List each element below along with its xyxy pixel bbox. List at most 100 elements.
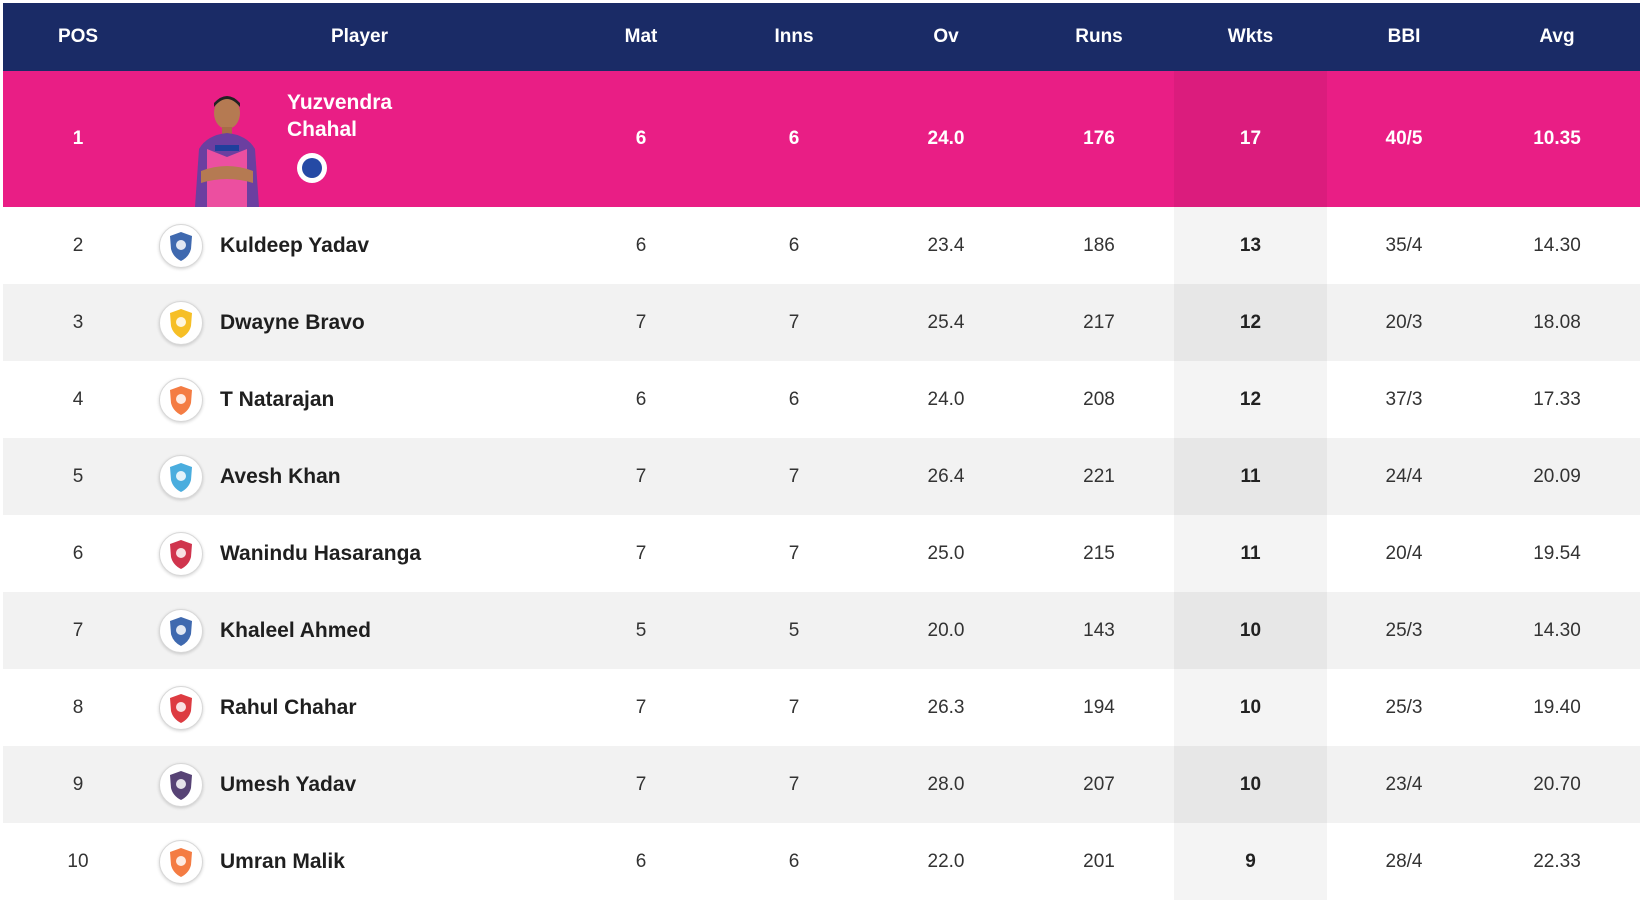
player-cell: Kuldeep Yadav bbox=[153, 207, 566, 284]
row-avg: 17.33 bbox=[1533, 388, 1581, 410]
row-inns: 7 bbox=[788, 311, 800, 333]
row-inns: 5 bbox=[788, 619, 800, 641]
row-ov: 23.4 bbox=[927, 234, 965, 256]
player-name[interactable]: Kuldeep Yadav bbox=[220, 233, 370, 257]
bowling-leaderboard-table: POS Player Mat Inns Ov Runs Wkts BBI Avg… bbox=[3, 3, 1640, 924]
leader-row[interactable]: 1 Yuzvendra Chahal 6 6 24.0 176 17 40/5 … bbox=[3, 71, 1640, 207]
row-runs: 221 bbox=[1083, 465, 1115, 487]
row-inns: 6 bbox=[788, 850, 800, 872]
row-ov: 28.0 bbox=[927, 773, 965, 795]
table-row[interactable]: 5 Avesh Khan 7 7 26.4 221 11 24/4 20.09 bbox=[3, 438, 1640, 515]
row-pos: 5 bbox=[72, 465, 84, 487]
row-mat: 7 bbox=[635, 311, 647, 333]
player-name[interactable]: Umran Malik bbox=[220, 849, 345, 873]
column-header-pos[interactable]: POS bbox=[57, 26, 99, 47]
player-cell: Umesh Yadav bbox=[153, 746, 566, 823]
row-wkts: 13 bbox=[1174, 207, 1327, 284]
row-avg: 19.40 bbox=[1533, 696, 1581, 718]
row-ov: 25.0 bbox=[927, 542, 965, 564]
row-bbi: 25/3 bbox=[1385, 696, 1423, 718]
player-cell: Wanindu Hasaranga bbox=[153, 515, 566, 592]
row-bbi: 37/3 bbox=[1385, 388, 1423, 410]
rajasthan-royals-badge-icon bbox=[297, 153, 327, 183]
row-mat: 6 bbox=[635, 234, 647, 256]
row-wkts: 11 bbox=[1174, 438, 1327, 515]
player-name[interactable]: Avesh Khan bbox=[220, 464, 341, 488]
row-inns: 7 bbox=[788, 465, 800, 487]
row-inns: 6 bbox=[788, 388, 800, 410]
row-mat: 6 bbox=[635, 388, 647, 410]
row-inns: 7 bbox=[788, 542, 800, 564]
row-wkts: 10 bbox=[1174, 592, 1327, 669]
table-row[interactable]: 2 Kuldeep Yadav 6 6 23.4 186 13 35/4 14.30 bbox=[3, 207, 1640, 284]
row-bbi: 25/3 bbox=[1385, 619, 1423, 641]
leader-player-name[interactable]: Yuzvendra Chahal bbox=[287, 91, 393, 141]
column-header-player[interactable]: Player bbox=[330, 26, 389, 47]
table-row[interactable]: 7 Khaleel Ahmed 5 5 20.0 143 10 25/3 14.30 bbox=[3, 592, 1640, 669]
player-name[interactable]: Dwayne Bravo bbox=[220, 310, 365, 334]
row-pos: 4 bbox=[72, 388, 84, 410]
sunrisers-hyderabad-logo-icon bbox=[159, 839, 203, 884]
row-pos: 10 bbox=[67, 850, 89, 872]
row-ov: 20.0 bbox=[927, 619, 965, 641]
row-runs: 215 bbox=[1083, 542, 1115, 564]
table-row[interactable]: 9 Umesh Yadav 7 7 28.0 207 10 23/4 20.70 bbox=[3, 746, 1640, 823]
player-cell: Rahul Chahar bbox=[153, 669, 566, 746]
column-header-inns[interactable]: Inns bbox=[774, 26, 814, 47]
row-wkts: 12 bbox=[1174, 284, 1327, 361]
row-avg: 19.54 bbox=[1533, 542, 1581, 564]
table-row[interactable]: 4 T Natarajan 6 6 24.0 208 12 37/3 17.33 bbox=[3, 361, 1640, 438]
row-bbi: 24/4 bbox=[1385, 465, 1423, 487]
table-row[interactable]: 8 Rahul Chahar 7 7 26.3 194 10 25/3 19.40 bbox=[3, 669, 1640, 746]
player-name[interactable]: T Natarajan bbox=[220, 387, 335, 411]
leader-runs: 176 bbox=[1083, 128, 1115, 149]
row-runs: 201 bbox=[1083, 850, 1115, 872]
row-runs: 186 bbox=[1083, 234, 1115, 256]
leader-mat: 6 bbox=[635, 128, 647, 149]
column-header-ov[interactable]: Ov bbox=[933, 26, 959, 47]
table-row[interactable]: 3 Dwayne Bravo 7 7 25.4 217 12 20/3 18.08 bbox=[3, 284, 1640, 361]
row-ov: 25.4 bbox=[927, 311, 965, 333]
column-header-avg[interactable]: Avg bbox=[1539, 26, 1575, 47]
column-header-bbi[interactable]: BBI bbox=[1387, 26, 1421, 47]
row-bbi: 35/4 bbox=[1385, 234, 1423, 256]
table-row[interactable]: 10 Umran Malik 6 6 22.0 201 9 28/4 22.33 bbox=[3, 823, 1640, 900]
row-bbi: 20/4 bbox=[1385, 542, 1423, 564]
row-inns: 6 bbox=[788, 234, 800, 256]
row-avg: 14.30 bbox=[1533, 234, 1581, 256]
row-wkts: 9 bbox=[1174, 823, 1327, 900]
delhi-capitals-logo-icon bbox=[159, 223, 203, 268]
player-cell: Khaleel Ahmed bbox=[153, 592, 566, 669]
row-avg: 14.30 bbox=[1533, 619, 1581, 641]
player-photo-icon bbox=[195, 96, 259, 207]
row-pos: 3 bbox=[72, 311, 84, 333]
row-ov: 26.3 bbox=[927, 696, 965, 718]
table-row[interactable]: 6 Wanindu Hasaranga 7 7 25.0 215 11 20/4 19.54 bbox=[3, 515, 1640, 592]
player-name[interactable]: Rahul Chahar bbox=[220, 695, 357, 719]
row-mat: 5 bbox=[635, 619, 647, 641]
player-name[interactable]: Wanindu Hasaranga bbox=[220, 541, 422, 565]
row-mat: 6 bbox=[635, 850, 647, 872]
player-cell: Dwayne Bravo bbox=[153, 284, 566, 361]
leader-player-cell: Yuzvendra Chahal bbox=[153, 71, 566, 207]
punjab-kings-logo-icon bbox=[159, 685, 203, 730]
row-pos: 8 bbox=[72, 696, 84, 718]
column-header-mat[interactable]: Mat bbox=[624, 26, 658, 47]
row-ov: 22.0 bbox=[927, 850, 965, 872]
player-cell: Avesh Khan bbox=[153, 438, 566, 515]
row-runs: 208 bbox=[1083, 388, 1115, 410]
player-name[interactable]: Khaleel Ahmed bbox=[220, 618, 371, 642]
row-wkts: 11 bbox=[1174, 515, 1327, 592]
player-name[interactable]: Umesh Yadav bbox=[220, 772, 357, 796]
row-pos: 2 bbox=[72, 234, 84, 256]
row-ov: 26.4 bbox=[927, 465, 965, 487]
row-avg: 18.08 bbox=[1533, 311, 1581, 333]
kolkata-knight-riders-logo-icon bbox=[159, 762, 203, 807]
row-inns: 7 bbox=[788, 773, 800, 795]
column-header-runs[interactable]: Runs bbox=[1075, 26, 1123, 47]
row-inns: 7 bbox=[788, 696, 800, 718]
row-avg: 22.33 bbox=[1533, 850, 1581, 872]
row-runs: 143 bbox=[1083, 619, 1115, 641]
royal-challengers-bangalore-logo-icon bbox=[159, 531, 203, 576]
column-header-wkts[interactable]: Wkts bbox=[1227, 26, 1274, 47]
